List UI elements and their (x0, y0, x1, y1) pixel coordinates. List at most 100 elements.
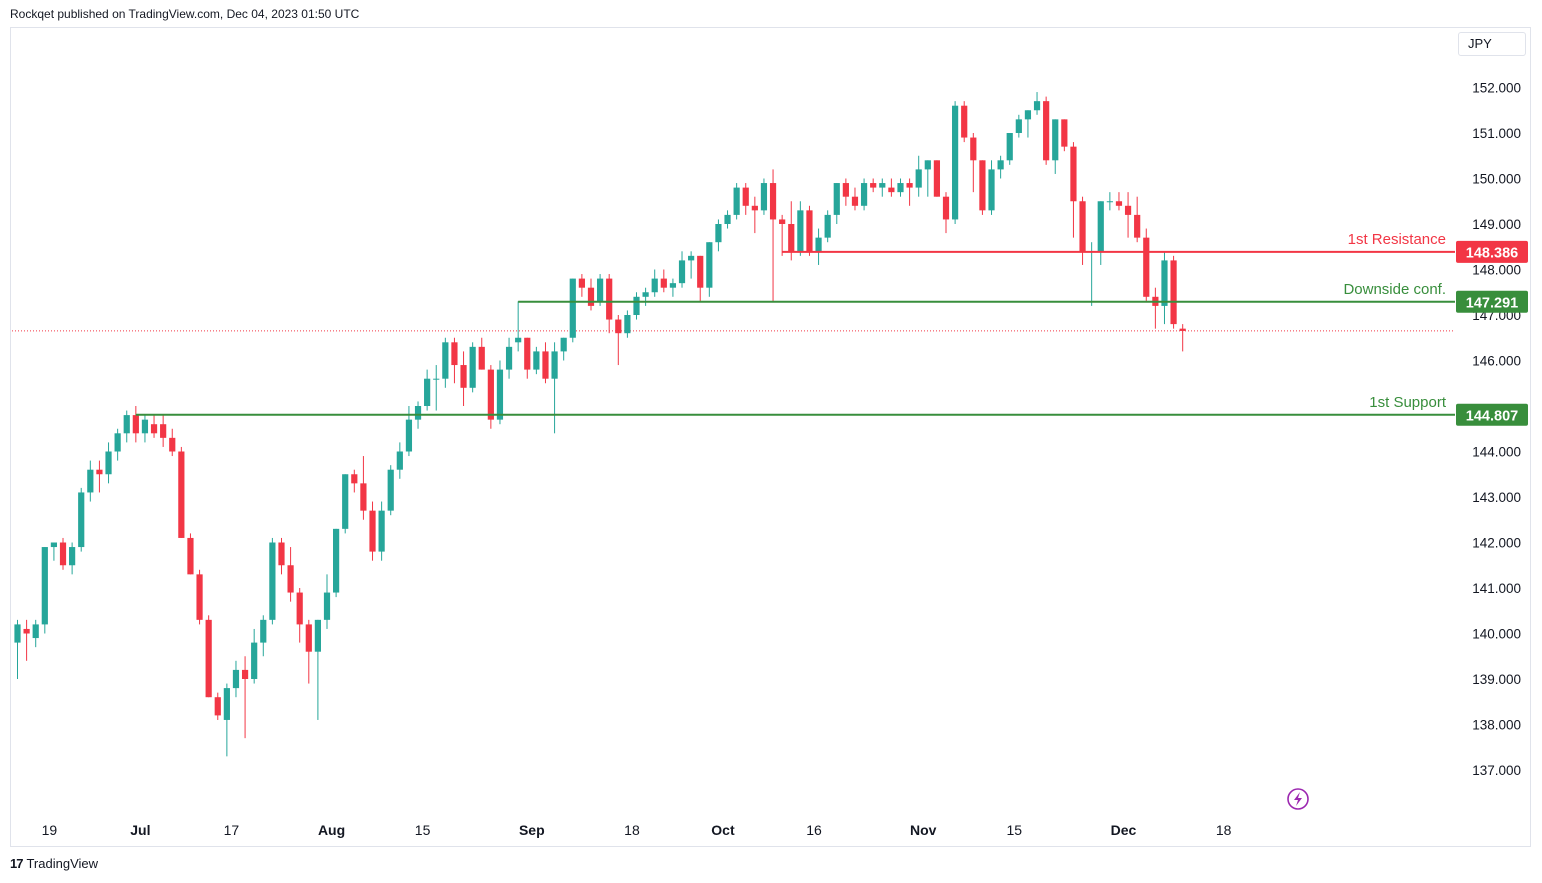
footer-brand: 17 TradingView (10, 856, 98, 871)
candle (469, 342, 476, 393)
x-tick-label: Aug (318, 822, 345, 838)
candle (915, 155, 922, 197)
x-tick-label: 18 (1216, 822, 1232, 838)
candle (706, 242, 713, 297)
level-price-tag-text: 144.807 (1466, 408, 1518, 424)
candle (196, 569, 203, 625)
candle (897, 178, 904, 197)
x-tick-label: Sep (519, 822, 545, 838)
candle (1124, 192, 1132, 238)
candle (387, 465, 394, 516)
candle (633, 292, 640, 320)
candle (187, 533, 194, 575)
candle (879, 178, 886, 197)
candle (860, 178, 868, 211)
levels: 1st Resistance 148.386 Downside conf. 147.2… (135, 231, 1528, 426)
candle (1097, 201, 1104, 265)
candle (669, 278, 677, 297)
candle (496, 360, 504, 425)
candle (751, 196, 758, 234)
candle (1143, 228, 1150, 302)
candle (624, 310, 631, 338)
level-1st-resistance[interactable]: 1st Resistance 148.386 (782, 231, 1528, 263)
candle (305, 619, 312, 684)
candle (606, 274, 613, 334)
candle (542, 342, 549, 384)
candle (979, 160, 986, 215)
candle (160, 415, 167, 447)
publish-info: Rockqet published on TradingView.com, De… (10, 7, 360, 21)
candle (524, 337, 531, 379)
flash-icon[interactable] (1287, 788, 1309, 810)
candle (1024, 110, 1032, 138)
candle (851, 187, 859, 211)
x-tick-label: 17 (224, 822, 240, 838)
level-1st-support[interactable]: 1st Support 144.807 (135, 394, 1528, 426)
candle (788, 201, 795, 261)
candle (906, 178, 913, 206)
candle (560, 337, 567, 361)
level-label: Downside conf. (1343, 281, 1446, 298)
currency-selector[interactable]: JPY (1458, 32, 1526, 56)
candle (96, 460, 103, 493)
candle (342, 474, 349, 534)
level-downside-conf[interactable]: Downside conf. 147.291 (518, 281, 1528, 313)
candle (870, 178, 877, 193)
candle (769, 169, 777, 302)
candle (1115, 192, 1123, 211)
candle (970, 133, 977, 193)
x-tick-label: 16 (806, 822, 822, 838)
candle (123, 410, 130, 443)
candle (1134, 196, 1141, 243)
level-price-tag-text: 147.291 (1466, 295, 1518, 311)
candle (1043, 96, 1050, 165)
candle (214, 692, 221, 720)
x-tick-label: 19 (42, 822, 58, 838)
candle (424, 369, 431, 411)
level-price-tag (1456, 403, 1528, 426)
candle (487, 365, 494, 429)
candle (442, 337, 449, 388)
candle (1033, 92, 1041, 115)
candle (232, 660, 240, 698)
candle (924, 160, 931, 197)
candle (241, 656, 249, 739)
candle (952, 101, 959, 224)
candle (323, 574, 331, 629)
y-tick-label: 137.000 (1472, 763, 1521, 778)
candle (1079, 196, 1086, 265)
y-tick-label: 152.000 (1472, 81, 1521, 96)
candle (1170, 255, 1177, 329)
candle (178, 446, 185, 538)
price-axis: 137.000 138.000 139.000 140.000 141.000 142.0… (1472, 81, 1521, 779)
candle (1179, 324, 1186, 352)
level-price-tag-text: 148.386 (1466, 245, 1518, 261)
x-tick-label: Dec (1111, 822, 1137, 838)
candle (587, 278, 595, 311)
y-tick-label: 151.000 (1472, 126, 1521, 141)
candle (132, 406, 139, 443)
y-tick-label: 142.000 (1472, 536, 1521, 551)
candle (333, 528, 340, 598)
x-tick-label: 18 (624, 822, 640, 838)
candle (997, 155, 1004, 179)
candle (942, 192, 950, 234)
x-tick-label: Jul (130, 822, 150, 838)
y-tick-label: 144.000 (1472, 445, 1521, 460)
x-tick-label: Oct (711, 822, 735, 838)
chart-frame (10, 27, 1531, 847)
candle (223, 683, 230, 757)
candle (351, 469, 358, 493)
level-label: 1st Support (1369, 394, 1447, 411)
candle (59, 537, 67, 570)
candle (205, 615, 212, 698)
candle (150, 415, 158, 438)
candle (742, 183, 749, 215)
candle (833, 183, 840, 224)
candle (760, 178, 768, 215)
candle (1152, 287, 1159, 329)
level-label: 1st Resistance (1348, 231, 1446, 248)
candle (405, 406, 413, 457)
candle (888, 178, 895, 197)
